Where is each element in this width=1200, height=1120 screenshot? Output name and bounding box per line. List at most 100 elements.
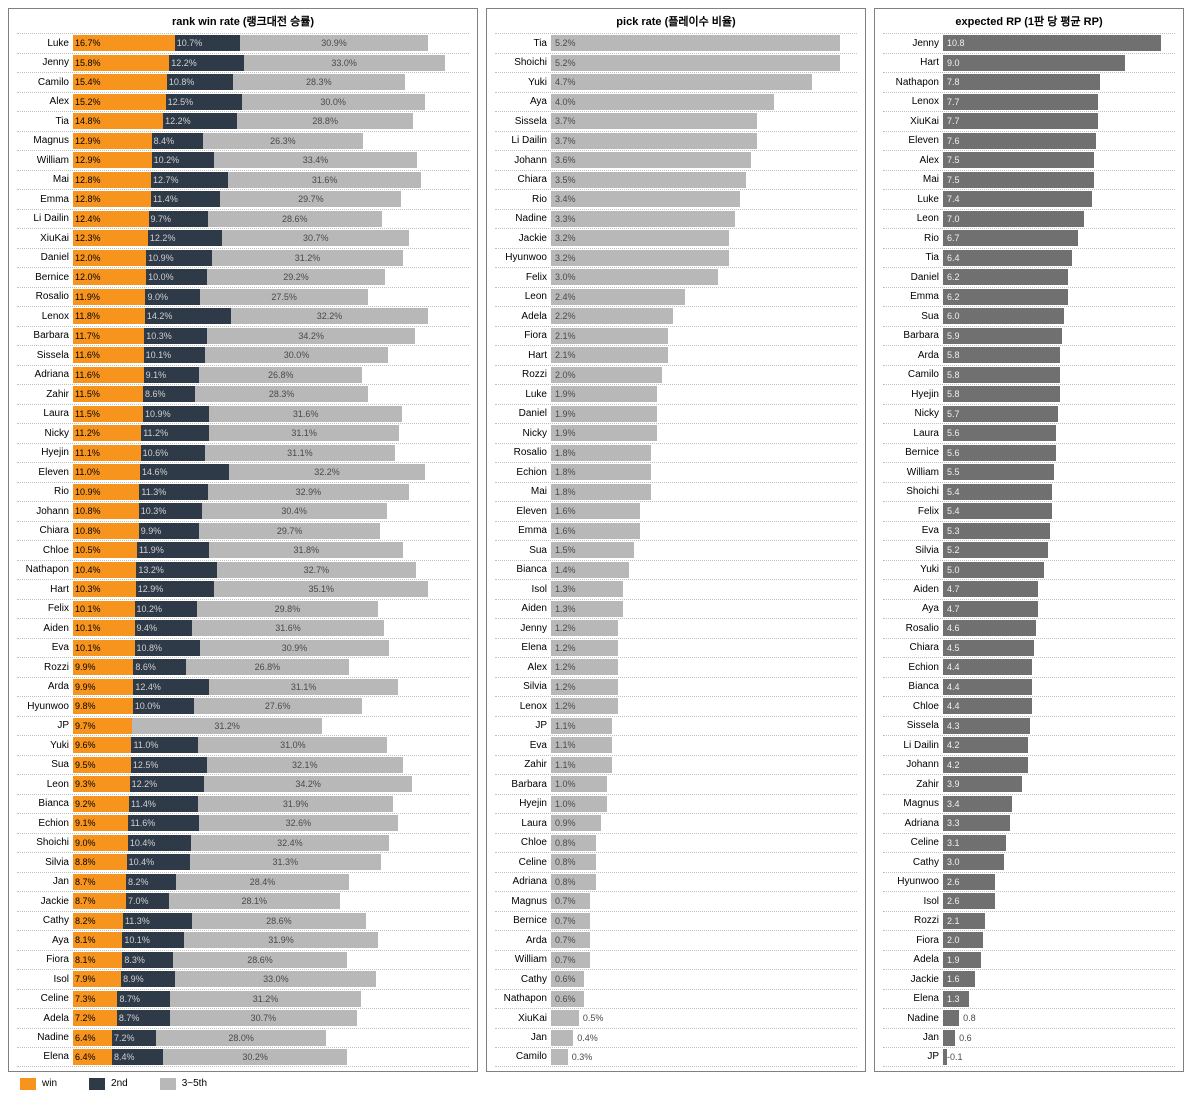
row-label: Adela (495, 311, 551, 322)
bar-value: 1.0% (555, 799, 576, 809)
seg-rest: 35.1% (214, 581, 428, 597)
seg-rest: 30.9% (240, 35, 428, 51)
pickrate-row: Chiara3.5% (495, 170, 857, 190)
seg-value: 12.5% (168, 97, 194, 107)
seg-rest: 31.6% (228, 172, 421, 188)
row-label: Hyejin (883, 389, 943, 400)
seg-rest: 30.2% (163, 1049, 347, 1065)
seg-second: 8.4% (112, 1049, 163, 1065)
seg-value: 9.1% (75, 818, 96, 828)
seg-value: 9.0% (75, 838, 96, 848)
seg-value: 11.9% (75, 292, 100, 302)
bar-area: 1.8% (551, 484, 857, 500)
pick-bar: 1.1% (551, 757, 612, 773)
row-label: Bernice (495, 915, 551, 926)
pickrate-row: Hyunwoo3.2% (495, 248, 857, 268)
bar-value: 1.3 (947, 994, 960, 1004)
bar-area: 0.8% (551, 874, 857, 890)
bar-area: 1.2% (551, 640, 857, 656)
seg-win: 12.3% (73, 230, 148, 246)
winrate-row: Elena6.4%8.4%30.2% (17, 1047, 469, 1067)
row-label: Jenny (883, 38, 943, 49)
bar-value: 5.7 (947, 409, 960, 419)
bar-area: 2.1 (943, 913, 1175, 929)
pickrate-row: Rio3.4% (495, 189, 857, 209)
bar-value: 0.5% (579, 1013, 604, 1023)
bar-area: 1.0% (551, 796, 857, 812)
seg-value: 34.2% (295, 779, 321, 789)
seg-value: 33.4% (303, 155, 329, 165)
bar-area: 1.1% (551, 757, 857, 773)
pick-bar: 0.8% (551, 854, 596, 870)
row-label: Nicky (17, 428, 73, 439)
rp-row: XiuKai7.7 (883, 111, 1175, 131)
rp-bar: 6.4 (943, 250, 1072, 266)
bar-area: 6.4%7.2%28.0% (73, 1030, 469, 1046)
rp-row: William5.5 (883, 462, 1175, 482)
seg-value: 11.2% (143, 428, 168, 438)
seg-value: 15.2% (75, 97, 101, 107)
bar-area: 7.5 (943, 172, 1175, 188)
row-label: Adela (17, 1013, 73, 1024)
seg-second: 8.6% (143, 386, 195, 402)
pick-bar: 1.3% (551, 581, 623, 597)
row-label: XiuKai (17, 233, 73, 244)
rp-row: Isol2.6 (883, 891, 1175, 911)
seg-value: 8.2% (128, 877, 149, 887)
seg-win: 8.2% (73, 913, 123, 929)
seg-second: 10.4% (128, 835, 191, 851)
pickrate-row: Bianca1.4% (495, 560, 857, 580)
row-label: Fiora (17, 954, 73, 965)
row-label: Eleven (495, 506, 551, 517)
seg-value: 11.3% (141, 487, 166, 497)
seg-value: 28.6% (266, 916, 292, 926)
pickrate-row: Nathapon0.6% (495, 989, 857, 1009)
seg-value: 12.2% (132, 779, 158, 789)
rp-bar: 5.8 (943, 386, 1060, 402)
bar-area: 0.6 (943, 1030, 1175, 1046)
bar-area: 8.7%8.2%28.4% (73, 874, 469, 890)
seg-value: 31.0% (280, 740, 306, 750)
seg-value: 28.4% (250, 877, 276, 887)
bar-area: 3.2% (551, 230, 857, 246)
winrate-row: XiuKai12.3%12.2%30.7% (17, 228, 469, 248)
seg-rest: 30.7% (222, 230, 409, 246)
pickrate-row: Cathy0.6% (495, 969, 857, 989)
bar-area: 5.5 (943, 464, 1175, 480)
rows-pickrate: Tia5.2%Shoichi5.2%Yuki4.7%Aya4.0%Sissela… (487, 31, 865, 1071)
bar-value: 3.6% (555, 155, 576, 165)
pickrate-row: Rosalio1.8% (495, 443, 857, 463)
winrate-row: Felix10.1%10.2%29.8% (17, 599, 469, 619)
row-label: Rosalio (17, 291, 73, 302)
pickrate-row: Zahir1.1% (495, 755, 857, 775)
bar-value: 1.2% (555, 662, 576, 672)
row-label: JP (495, 720, 551, 731)
seg-value: 30.9% (282, 643, 308, 653)
bar-area: -0.1 (943, 1049, 1175, 1065)
pick-bar: 3.7% (551, 133, 757, 149)
pickrate-row: Magnus0.7% (495, 891, 857, 911)
rp-row: Rosalio4.6 (883, 618, 1175, 638)
bar-area: 7.0 (943, 211, 1175, 227)
bar-value: 3.2% (555, 253, 576, 263)
seg-rest: 29.7% (199, 523, 380, 539)
seg-value: 28.3% (306, 77, 332, 87)
pick-bar: 0.9% (551, 815, 601, 831)
rp-row: Emma6.2 (883, 287, 1175, 307)
bar-area: 3.9 (943, 776, 1175, 792)
row-label: Mai (17, 174, 73, 185)
seg-win: 9.0% (73, 835, 128, 851)
seg-value: 12.9% (75, 136, 101, 146)
bar-area: 15.8%12.2%33.0% (73, 55, 469, 71)
pick-bar (551, 1030, 573, 1046)
seg-value: 34.2% (298, 331, 324, 341)
seg-value: 9.9% (75, 682, 96, 692)
pick-bar: 1.0% (551, 796, 607, 812)
rp-row: Jackie1.6 (883, 969, 1175, 989)
rp-bar: 4.4 (943, 659, 1032, 675)
row-label: Adriana (883, 818, 943, 829)
row-label: Fiora (495, 330, 551, 341)
row-label: Aya (495, 96, 551, 107)
legend-win-label: win (42, 1078, 57, 1089)
pick-bar: 0.7% (551, 913, 590, 929)
